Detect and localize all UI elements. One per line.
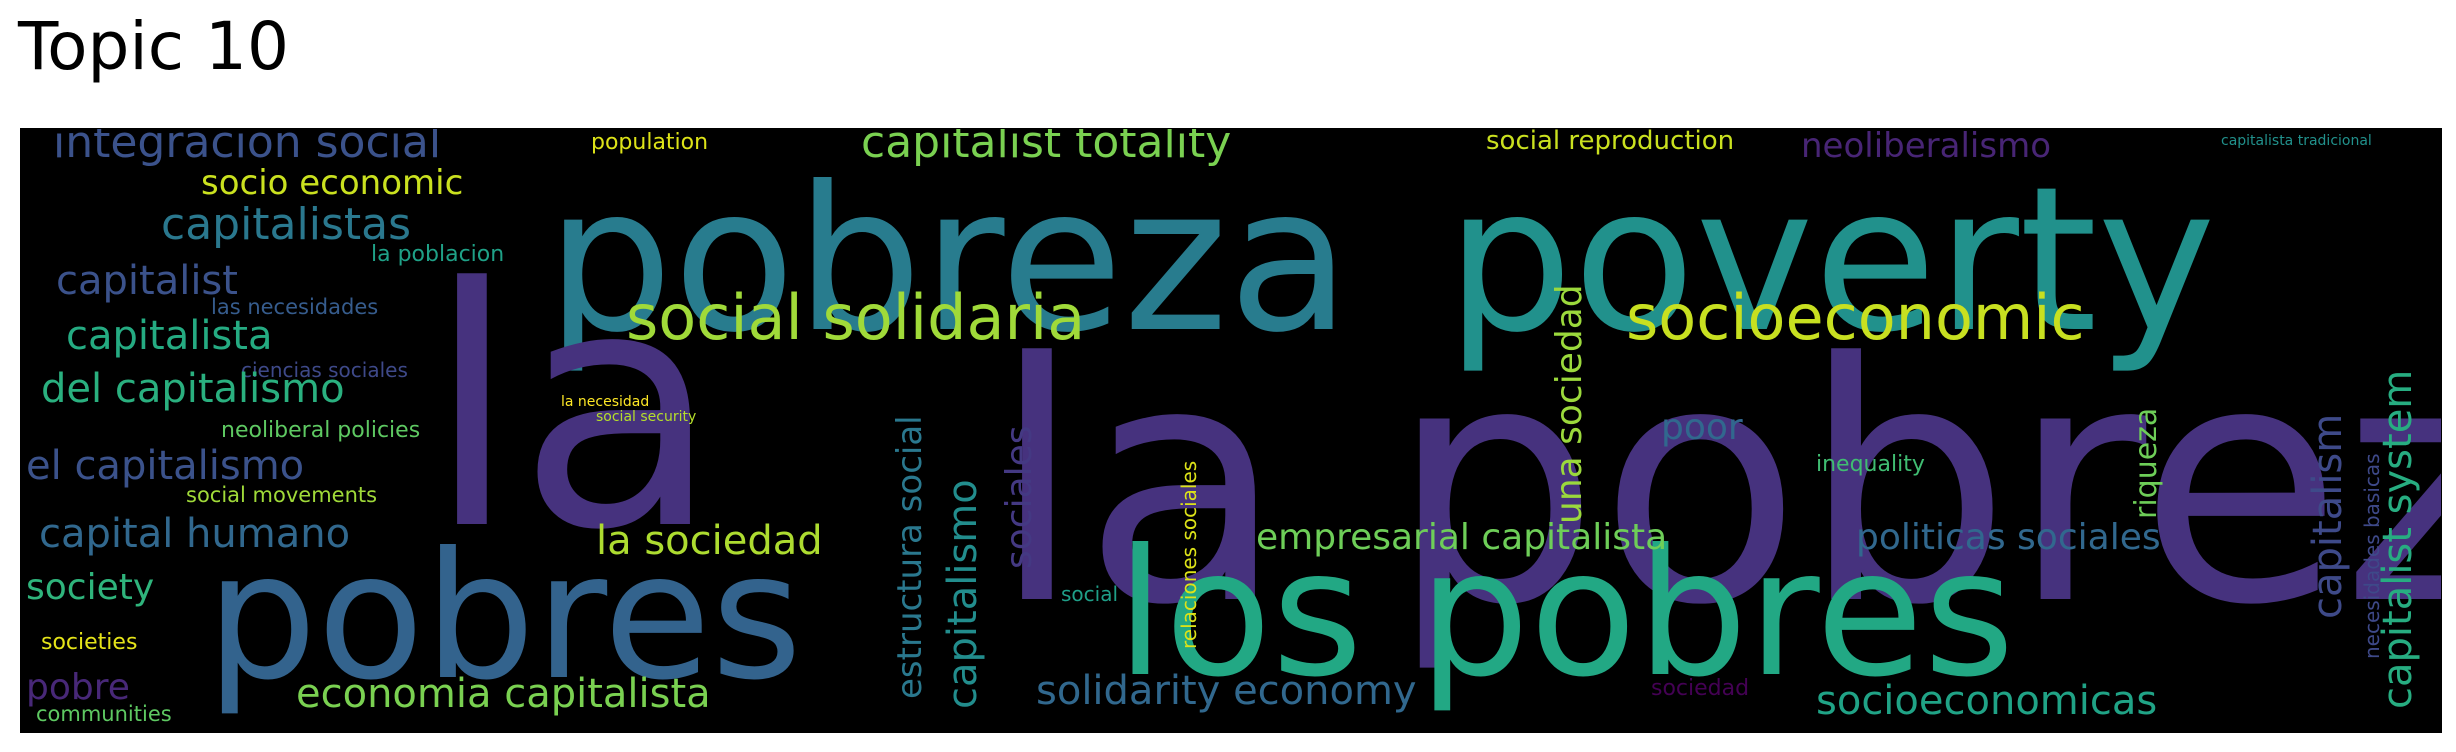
word-socio-economic: socio economic [201,163,463,203]
word-la-poblacion: la poblacion [371,242,504,267]
word-capital-humano: capital humano [39,511,350,557]
word-necesidades-basicas: necesidades basicas [2360,453,2384,659]
word-ciencias-sociales: ciencias sociales [241,358,408,382]
word-neoliberalismo: neoliberalismo [1801,129,2051,166]
word-capitalistas: capitalistas [161,199,411,250]
word-socioeconomicas: socioeconomicas [1816,678,2157,724]
word-capitalista-tradicional: capitalista tradicional [2221,133,2372,149]
word-sociedad: sociedad [1651,676,1749,701]
word-society: society [26,567,154,608]
word-social-reproduction: social reproduction [1486,129,1734,156]
figure-title: Topic 10 [18,8,289,85]
word-la-pobreza: la pobreza [991,293,2441,677]
word-capitalism: capitalism [2305,414,2351,619]
word-relaciones-sociales: relaciones sociales [1177,461,1201,649]
word-societies: societies [41,630,137,655]
word-socioeconomic: socioeconomic [1626,281,2085,354]
word-capitalist: capitalist [56,258,238,304]
word-economia-capitalista: economia capitalista [296,671,711,717]
word-capitalist-totality: capitalist totality [861,129,1231,168]
word-estructura-social: estructura social [890,415,930,699]
word-la-necesidad: la necesidad [561,394,649,410]
word-los-pobres: los pobres [1116,513,2015,716]
word-el-capitalismo: el capitalismo [26,443,304,489]
word-la: la [426,218,720,602]
word-integracion-social: integracion social [53,129,441,168]
word-las-necesidades: las necesidades [211,295,378,319]
word-del-capitalismo: del capitalismo [41,366,345,412]
word-cloud-canvas: la pobrezapobrezapovertylos pobrespobres… [21,129,2441,732]
word-poor: poor [1661,407,1743,448]
word-social-solidaria: social solidaria [626,281,1085,354]
word-pobreza: pobreza [546,144,1351,377]
word-capitalist-system: capitalist system [2375,370,2421,709]
word-population: population [591,130,708,155]
word-politicas-sociales: politicas sociales [1856,517,2161,558]
word-capitalista: capitalista [66,313,272,359]
word-social: social [1061,582,1118,606]
word-una-sociedad: una sociedad [1549,284,1590,524]
word-pobre: pobre [26,667,130,708]
word-capitalismo: capitalismo [940,479,986,709]
word-sociales: sociales [999,425,1040,569]
word-communities: communities [36,702,172,726]
word-neoliberal-policies: neoliberal policies [221,418,420,443]
word-la-sociedad: la sociedad [596,518,823,564]
word-social-movements: social movements [186,483,377,507]
word-solidarity-economy: solidarity economy [1036,668,1417,714]
word-empresarial-capitalista: empresarial capitalista [1256,517,1667,558]
word-poverty: poverty [1446,144,2216,377]
word-inequality: inequality [1816,452,1925,477]
word-social-security: social security [596,409,696,425]
word-pobres: pobres [206,516,802,719]
word-cloud: la pobrezapobrezapovertylos pobrespobres… [20,128,2442,733]
word-riqueza: riqueza [2129,408,2164,519]
